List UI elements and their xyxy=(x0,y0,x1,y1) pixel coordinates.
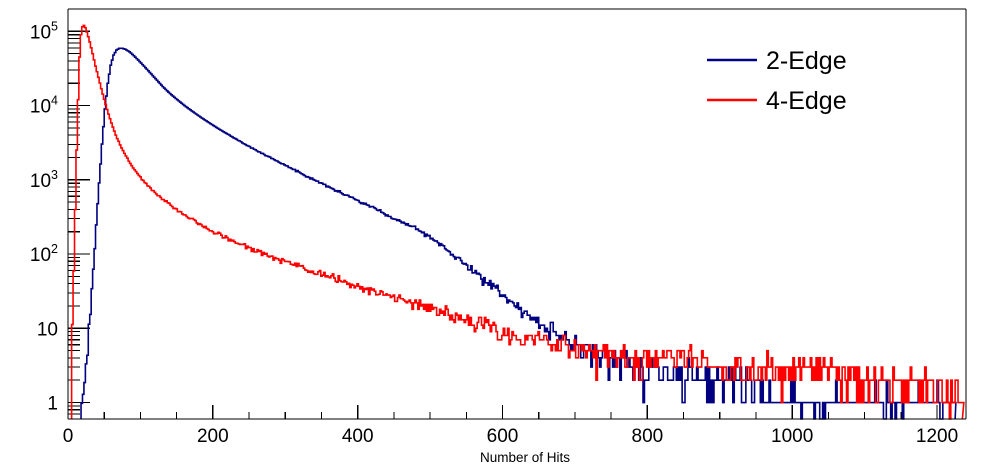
y-tick-label: 104 xyxy=(30,94,58,118)
y-tick-label: 105 xyxy=(30,19,58,43)
y-tick-label: 10 xyxy=(37,319,58,340)
x-axis-title: Number of Hits xyxy=(480,450,570,465)
legend-label-4-edge: 4-Edge xyxy=(766,87,847,115)
y-axis-tick-labels: 1 10 102 103 104 105 xyxy=(30,19,58,414)
y-tick-label: 103 xyxy=(30,168,58,192)
plot-frame xyxy=(67,8,967,420)
x-tick-label: 0 xyxy=(63,426,74,447)
legend-label-2-edge: 2-Edge xyxy=(766,47,847,75)
y-tick-label: 1 xyxy=(47,394,58,415)
x-tick-label: 600 xyxy=(487,426,519,447)
x-tick-label: 400 xyxy=(342,426,374,447)
x-axis-minor-ticks xyxy=(103,412,902,419)
x-tick-label: 1000 xyxy=(771,426,813,447)
x-tick-label: 1200 xyxy=(916,426,958,447)
x-axis-tick-labels: 0 200 400 600 800 1000 1200 xyxy=(63,426,958,447)
chart-legend: 2-Edge 4-Edge xyxy=(707,47,847,115)
x-tick-label: 800 xyxy=(632,426,664,447)
y-tick-label: 102 xyxy=(30,242,58,266)
x-tick-label: 200 xyxy=(197,426,229,447)
series-line-4-edge xyxy=(70,24,965,420)
series-layer xyxy=(70,24,965,420)
